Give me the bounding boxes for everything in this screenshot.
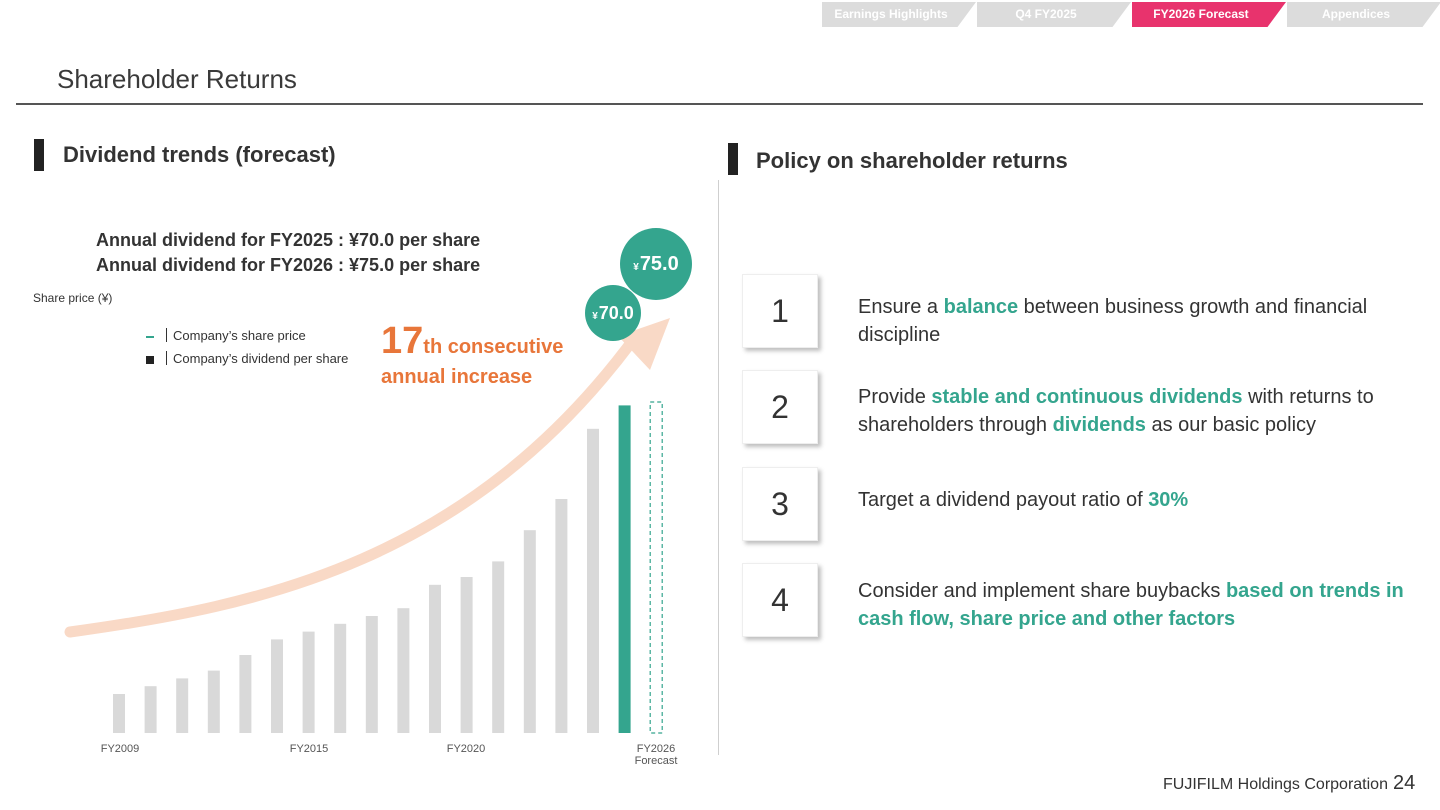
legend-dividend: Company’s dividend per share [146, 351, 348, 366]
page-number: 24 [1393, 772, 1416, 794]
policy-highlight-text: dividends [1052, 414, 1146, 436]
footer-company: FUJIFILM Holdings Corporation [1163, 776, 1388, 793]
bar-highlight [618, 405, 631, 733]
policy-item-2: Provide stable and continuous dividends … [858, 383, 1428, 439]
policy-text: Target a dividend payout ratio of [858, 489, 1149, 511]
annual-dividend-fy2026: Annual dividend for FY2026 : ¥75.0 per s… [96, 255, 481, 275]
policy-item-3: Target a dividend payout ratio of 30% [858, 486, 1428, 514]
consecutive-text: th consecutive [423, 336, 564, 358]
dividend-circle-fy2025: ¥70.0 [585, 285, 641, 341]
growth-arrow-head [618, 318, 670, 370]
tab-fy2026-forecast[interactable]: FY2026 Forecast [1132, 2, 1286, 27]
section-marker-right [728, 143, 738, 175]
policy-highlight-text: 30% [1148, 489, 1189, 511]
growth-arrow [64, 330, 642, 638]
legend-square-marker [146, 355, 154, 364]
consecutive-text-line2: annual increase [381, 366, 533, 388]
section-marker-left [34, 139, 44, 171]
policy-item-4: Consider and implement share buybacks ba… [858, 577, 1428, 633]
bar [239, 655, 252, 733]
share-price-axis-label: Share price (¥) [33, 291, 113, 305]
tab-appendices[interactable]: Appendices [1287, 2, 1440, 27]
bar [144, 686, 157, 733]
bar [492, 561, 505, 733]
bar [207, 670, 220, 733]
bar [334, 623, 347, 733]
policy-number-1: 1 [742, 274, 818, 348]
policy-highlight-text: based on trends in cash flow, share pric… [858, 580, 1404, 630]
policy-text: Consider and implement share buybacks [858, 580, 1226, 602]
x-tick-fy2020: FY2020 [446, 743, 486, 755]
legend-line-marker [146, 335, 154, 338]
dividend-circle-fy2026: ¥75.0 [620, 228, 692, 300]
policy-text: Ensure a [858, 296, 944, 318]
bar [429, 584, 441, 733]
x-tick-forecast-sublabel: Forecast [634, 755, 678, 767]
bar [365, 616, 378, 733]
policy-item-1: Ensure a balance between business growth… [858, 293, 1428, 349]
consecutive-increase-callout: 17th consecutive annual increase [381, 322, 564, 392]
bar [397, 608, 410, 733]
policy-number-4: 4 [742, 563, 818, 637]
page-title: Shareholder Returns [57, 64, 297, 94]
bar [302, 631, 315, 733]
policy-text: between business growth and financial di… [858, 296, 1368, 346]
policy-highlight-text: stable and continuous dividends [931, 386, 1243, 408]
x-tick-fy2015: FY2015 [289, 743, 329, 755]
bar [176, 678, 189, 733]
policy-text: Provide [858, 386, 932, 408]
title-divider [16, 103, 1423, 105]
bar [523, 530, 536, 733]
bar [587, 428, 599, 733]
bar [460, 577, 473, 733]
annual-dividend-fy2025: Annual dividend for FY2025 : ¥70.0 per s… [96, 230, 481, 250]
dividend-section-title: Dividend trends (forecast) [63, 142, 336, 167]
bar [113, 694, 125, 733]
legend-dividend-label: Company’s dividend per share [173, 351, 349, 366]
policy-highlight-text: balance [943, 296, 1019, 318]
x-tick-fy2009: FY2009 [100, 743, 140, 755]
bar [555, 499, 568, 733]
x-tick-fy2026: FY2026 Forecast [634, 743, 678, 767]
column-divider [718, 180, 719, 755]
policy-text: as our basic policy [1145, 414, 1317, 436]
policy-section-title: Policy on shareholder returns [756, 148, 1068, 173]
tab-q4-fy2025[interactable]: Q4 FY2025 [977, 2, 1131, 27]
bar [271, 639, 283, 733]
policy-text: with returns to shareholders through [858, 386, 1374, 436]
policy-number-3: 3 [742, 467, 818, 541]
legend-share-price: Company’s share price [146, 328, 306, 343]
consecutive-count: 17 [381, 320, 424, 362]
dividend-chart [64, 318, 670, 734]
tab-earnings-highlights[interactable]: Earnings Highlights [822, 2, 976, 27]
policy-number-2: 2 [742, 370, 818, 444]
legend-share-price-label: Company’s share price [173, 328, 306, 343]
bar-forecast [649, 401, 663, 734]
